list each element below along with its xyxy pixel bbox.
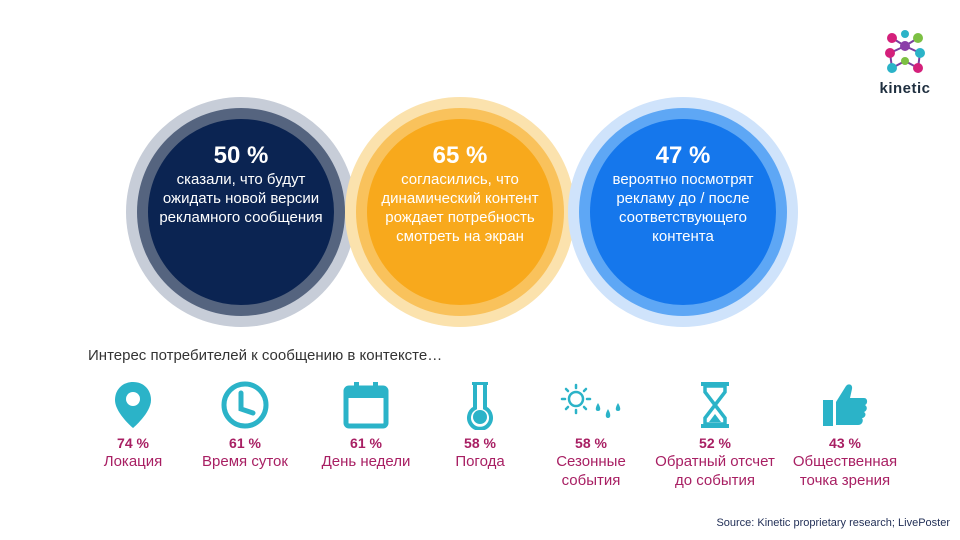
context-item-countdown: 52 % Обратный отсчет до события — [652, 378, 778, 490]
context-item-opinion: 43 % Общественная точка зрения — [782, 378, 908, 490]
stat-circle-3: 47 % вероятно посмотрят рекламу до / пос… — [568, 97, 798, 327]
location-pin-icon — [70, 378, 196, 432]
context-item-location: 74 % Локация — [70, 378, 196, 471]
clock-icon — [182, 378, 308, 432]
source-note: Source: Kinetic proprietary research; Li… — [716, 517, 950, 529]
context-item-weather: 58 % Погода — [417, 378, 543, 471]
thermometer-icon — [417, 378, 543, 432]
stat-circle-2: 65 % согласились, что динамический конте… — [345, 97, 575, 327]
sun-rain-icon — [528, 378, 654, 432]
calendar-icon — [303, 378, 429, 432]
stat-percent: 65 % — [432, 142, 488, 169]
kinetic-logo-icon — [885, 30, 925, 73]
stat-circle-1: 50 % сказали, что будут ожидать новой ве… — [126, 97, 356, 327]
stat-description: вероятно посмотрят рекламу до / после со… — [612, 171, 754, 245]
kinetic-logo: kinetic — [872, 28, 942, 100]
context-item-seasonal: 58 % Сезонные события — [528, 378, 654, 490]
stat-percent: 50 % — [213, 142, 269, 169]
stat-description: согласились, что динамический контент ро… — [381, 171, 539, 245]
context-item-weekday: 61 % День недели — [303, 378, 429, 471]
hourglass-icon — [652, 378, 778, 432]
thumbs-up-icon — [782, 378, 908, 432]
stat-percent: 47 % — [655, 142, 711, 169]
stat-description: сказали, что будут ожидать новой версии … — [159, 171, 323, 226]
interest-title: Интерес потребителей к сообщению в конте… — [88, 347, 443, 364]
kinetic-wordmark: kinetic — [879, 80, 931, 97]
context-item-time: 61 % Время суток — [182, 378, 308, 471]
